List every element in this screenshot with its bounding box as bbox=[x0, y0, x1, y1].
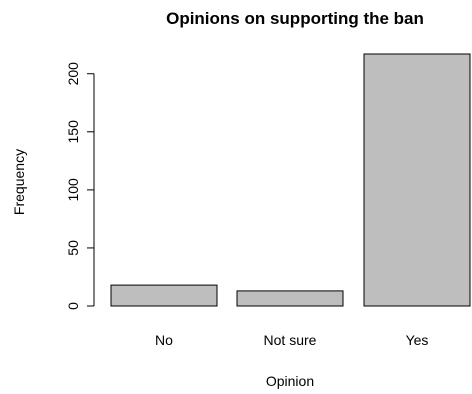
bar-not-sure bbox=[236, 290, 344, 307]
y-tick-label: 0 bbox=[65, 302, 81, 310]
y-axis-label: Frequency bbox=[11, 149, 27, 215]
y-tick-label: 150 bbox=[65, 120, 81, 144]
bar-yes bbox=[363, 53, 471, 307]
y-axis: 0 50 100 150 200 bbox=[65, 62, 95, 310]
bar-no bbox=[110, 284, 218, 307]
category-label: No bbox=[155, 332, 173, 348]
bars-group bbox=[110, 53, 471, 307]
x-axis-label: Opinion bbox=[266, 373, 314, 389]
y-tick-label: 100 bbox=[65, 178, 81, 202]
category-labels: No Not sure Yes bbox=[155, 332, 428, 348]
category-label: Not sure bbox=[264, 332, 317, 348]
y-tick-label: 50 bbox=[65, 240, 81, 256]
y-tick-label: 200 bbox=[65, 62, 81, 86]
category-label: Yes bbox=[406, 332, 429, 348]
chart-title: Opinions on supporting the ban bbox=[166, 9, 424, 28]
